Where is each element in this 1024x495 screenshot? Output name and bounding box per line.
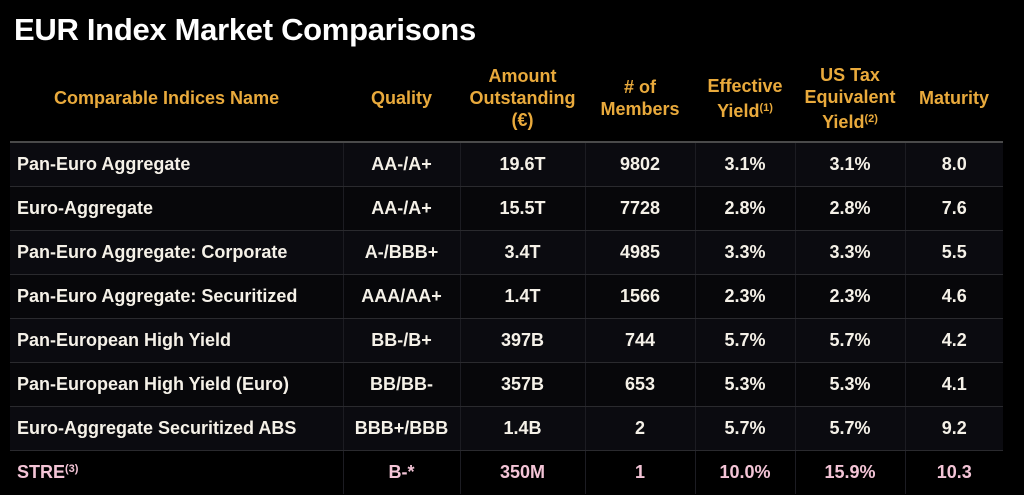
- cell-members: 7728: [585, 186, 696, 231]
- footnote-1: (1): [759, 101, 773, 114]
- cell-members: 653: [585, 362, 696, 407]
- header-members: # of Members: [585, 55, 695, 143]
- table-row: Pan-Euro Aggregate: Securitized AAA/AA+ 1.…: [10, 274, 1003, 319]
- cell-ustax: 15.9%: [795, 450, 906, 494]
- cell-maturity: 10.3: [905, 450, 1003, 494]
- cell-maturity: 9.2: [905, 406, 1003, 451]
- cell-members: 4985: [585, 230, 696, 275]
- cell-members: 1566: [585, 274, 696, 319]
- cell-quality: AAA/AA+: [343, 274, 461, 319]
- cell-name: STRE(3): [10, 450, 344, 494]
- cell-quality: BBB+/BBB: [343, 406, 461, 451]
- comparison-table: Comparable Indices Name Quality Amount O…: [10, 55, 1003, 494]
- cell-ustax: 3.1%: [795, 142, 906, 187]
- header-eff-label: Effective Yield: [707, 75, 783, 121]
- header-ustax-label: US Tax Equivalent Yield: [804, 64, 896, 132]
- cell-ustax: 2.3%: [795, 274, 906, 319]
- cell-quality: A-/BBB+: [343, 230, 461, 275]
- cell-amount: 3.4T: [460, 230, 586, 275]
- cell-maturity: 7.6: [905, 186, 1003, 231]
- cell-maturity: 4.1: [905, 362, 1003, 407]
- cell-name: Pan-Euro Aggregate: [10, 142, 344, 187]
- cell-quality: B-*: [343, 450, 461, 494]
- header-effective-yield: Effective Yield(1): [695, 55, 795, 143]
- cell-name: Pan-Euro Aggregate: Securitized: [10, 274, 344, 319]
- cell-quality: BB/BB-: [343, 362, 461, 407]
- cell-name: Euro-Aggregate Securitized ABS: [10, 406, 344, 451]
- cell-amount: 15.5T: [460, 186, 586, 231]
- cell-name: Euro-Aggregate: [10, 186, 344, 231]
- cell-eff: 5.7%: [695, 318, 796, 363]
- cell-eff: 3.1%: [695, 142, 796, 187]
- cell-quality: BB-/B+: [343, 318, 461, 363]
- cell-ustax: 5.7%: [795, 318, 906, 363]
- footnote-3: (3): [65, 463, 79, 475]
- cell-eff: 2.3%: [695, 274, 796, 319]
- cell-members: 2: [585, 406, 696, 451]
- table-row: Euro-Aggregate Securitized ABS BBB+/BBB 1.…: [10, 406, 1003, 451]
- cell-ustax: 2.8%: [795, 186, 906, 231]
- cell-ustax: 3.3%: [795, 230, 906, 275]
- cell-name: Pan-Euro Aggregate: Corporate: [10, 230, 344, 275]
- cell-amount: 1.4B: [460, 406, 586, 451]
- cell-members: 1: [585, 450, 696, 494]
- header-amount: Amount Outstanding (€): [460, 55, 585, 143]
- table-row: Pan-European High Yield BB-/B+ 397B 744 5.7%…: [10, 318, 1003, 363]
- cell-amount: 1.4T: [460, 274, 586, 319]
- cell-eff: 3.3%: [695, 230, 796, 275]
- cell-maturity: 4.2: [905, 318, 1003, 363]
- highlight-row-stre: STRE(3) B-* 350M 1 10.0% 15.9% 10.3: [10, 450, 1003, 494]
- cell-amount: 357B: [460, 362, 586, 407]
- cell-quality: AA-/A+: [343, 186, 461, 231]
- stre-label: STRE: [17, 462, 66, 482]
- cell-name: Pan-European High Yield (Euro): [10, 362, 344, 407]
- header-us-tax-yield: US Tax Equivalent Yield(2): [795, 55, 905, 143]
- cell-members: 9802: [585, 142, 696, 187]
- cell-amount: 397B: [460, 318, 586, 363]
- table-row: Pan-European High Yield (Euro) BB/BB- 357B…: [10, 362, 1003, 407]
- cell-name: Pan-European High Yield: [10, 318, 344, 363]
- cell-ustax: 5.3%: [795, 362, 906, 407]
- header-row: Comparable Indices Name Quality Amount O…: [10, 55, 1003, 143]
- cell-maturity: 4.6: [905, 274, 1003, 319]
- cell-eff: 5.7%: [695, 406, 796, 451]
- cell-eff: 5.3%: [695, 362, 796, 407]
- table-row: Pan-Euro Aggregate AA-/A+ 19.6T 9802 3.1% 3.1…: [10, 142, 1003, 187]
- cell-amount: 19.6T: [460, 142, 586, 187]
- table-row: Euro-Aggregate AA-/A+ 15.5T 7728 2.8% 2.8% 7.6: [10, 186, 1003, 231]
- cell-eff: 2.8%: [695, 186, 796, 231]
- footnote-2: (2): [864, 112, 878, 125]
- header-name: Comparable Indices Name: [10, 55, 343, 143]
- cell-ustax: 5.7%: [795, 406, 906, 451]
- cell-eff: 10.0%: [695, 450, 796, 494]
- header-quality: Quality: [343, 55, 460, 143]
- page-title: EUR Index Market Comparisons: [14, 12, 476, 47]
- cell-maturity: 8.0: [905, 142, 1003, 187]
- header-maturity: Maturity: [905, 55, 1003, 143]
- cell-members: 744: [585, 318, 696, 363]
- cell-amount: 350M: [460, 450, 586, 494]
- cell-maturity: 5.5: [905, 230, 1003, 275]
- cell-quality: AA-/A+: [343, 142, 461, 187]
- table-row: Pan-Euro Aggregate: Corporate A-/BBB+ 3.4T…: [10, 230, 1003, 275]
